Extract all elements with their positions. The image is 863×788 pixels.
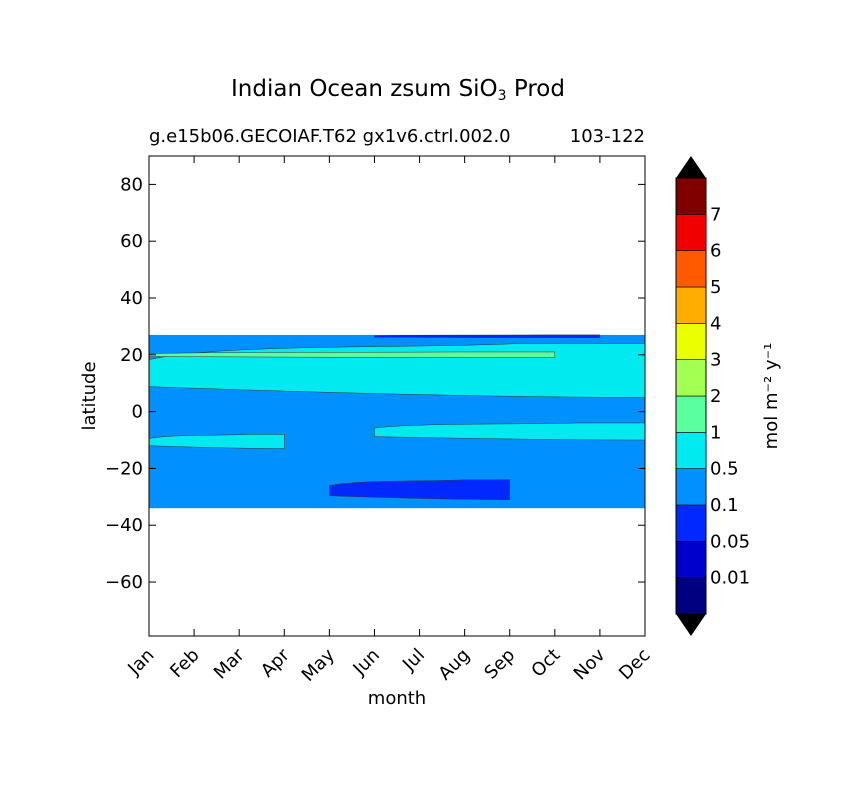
x-tick-label: Jun xyxy=(349,645,384,680)
colorbar-tick-label: 4 xyxy=(710,313,721,334)
colorbar-segment xyxy=(675,395,707,433)
colorbar-tick-label: 7 xyxy=(710,204,721,225)
plot-frame xyxy=(148,155,646,637)
y-tick-label: −20 xyxy=(105,458,143,479)
x-tick-label: Aug xyxy=(434,645,474,685)
x-tick-label: Dec xyxy=(615,645,654,684)
x-tick-label: Oct xyxy=(527,645,564,682)
contour-region-1 xyxy=(148,434,285,449)
colorbar-segment xyxy=(675,577,707,615)
y-tick-label: −60 xyxy=(105,572,143,593)
colorbar-tick-label: 5 xyxy=(710,277,721,298)
x-tick-label: Jul xyxy=(398,645,429,676)
colorbar-segment xyxy=(675,359,707,397)
colorbar-extend-max xyxy=(676,156,706,178)
colorbar-frame xyxy=(675,177,707,615)
colorbar-label: mol m⁻² y⁻¹ xyxy=(761,343,782,450)
colorbar-tick-label: 0.05 xyxy=(710,531,750,552)
y-tick-label: −40 xyxy=(105,515,143,536)
colorbar-segment xyxy=(675,214,707,251)
y-axis-label: latitude xyxy=(79,361,100,430)
colorbar-segment xyxy=(675,177,707,215)
colorbar-segment xyxy=(675,504,707,542)
colorbar-tick-label: 2 xyxy=(710,386,721,407)
colorbar: 0.01 0.05 0.1 0.5 1 2 3 4 5 6 7 mol m⁻² y⁻¹ xyxy=(675,156,782,636)
colorbar-tick-label: 0.1 xyxy=(710,495,739,516)
x-tick-label: Feb xyxy=(166,645,203,682)
y-tick-label: 40 xyxy=(120,288,143,309)
plot-area xyxy=(148,156,646,636)
x-tick-label: May xyxy=(298,644,339,685)
contour-region-6 xyxy=(374,334,601,339)
chart-title: Indian Ocean zsum SiO3 Prod xyxy=(231,76,565,104)
colorbar-tick-label: 3 xyxy=(710,350,721,371)
colorbar-segment xyxy=(675,286,707,324)
colorbar-tick-label: 0.5 xyxy=(710,459,739,480)
y-tick-label: 20 xyxy=(120,345,143,366)
colorbar-segment xyxy=(675,541,707,578)
contour-region-5 xyxy=(329,479,510,500)
colorbar-tick-label: 0.01 xyxy=(710,568,750,589)
x-tick-label: Apr xyxy=(257,644,294,681)
y-tick-label: 0 xyxy=(132,402,143,423)
x-tick-label: Sep xyxy=(480,645,519,684)
contour-region-3 xyxy=(148,343,646,398)
y-tick-label: 60 xyxy=(120,231,143,252)
contour-region-2 xyxy=(374,422,646,441)
x-tick-label: Jan xyxy=(123,645,158,680)
colorbar-segment xyxy=(675,468,707,506)
colorbar-extend-min xyxy=(676,614,706,636)
contour-region-4 xyxy=(148,351,556,358)
chart-subtitle-case: g.e15b06.GECOIAF.T62 gx1v6.ctrl.002.0 xyxy=(149,126,511,147)
x-axis-label: month xyxy=(368,688,426,709)
colorbar-segment xyxy=(675,250,707,288)
colorbar-segment xyxy=(675,323,707,360)
colorbar-tick-label: 6 xyxy=(710,241,721,262)
x-tick-label: Mar xyxy=(210,644,249,683)
chart-subtitle-years: 103-122 xyxy=(569,126,645,147)
colorbar-tick-label: 1 xyxy=(710,422,721,443)
x-tick-label: Nov xyxy=(570,644,610,684)
y-tick-label: 80 xyxy=(120,174,143,195)
colorbar-segment xyxy=(675,432,707,469)
